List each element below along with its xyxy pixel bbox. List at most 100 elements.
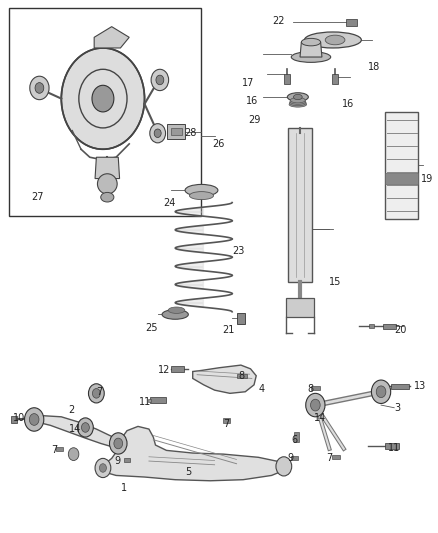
Ellipse shape: [290, 100, 306, 106]
Text: 9: 9: [287, 454, 293, 463]
FancyBboxPatch shape: [167, 124, 185, 139]
Text: 23: 23: [232, 246, 244, 255]
Ellipse shape: [289, 102, 307, 107]
Bar: [311, 386, 320, 390]
Text: 18: 18: [368, 62, 380, 71]
Bar: [286, 298, 314, 317]
Text: 11: 11: [388, 443, 400, 453]
Bar: [385, 173, 418, 184]
Text: 16: 16: [342, 99, 354, 109]
Bar: [171, 366, 184, 372]
Text: 22: 22: [272, 17, 285, 26]
Text: 13: 13: [414, 382, 426, 391]
Circle shape: [68, 448, 79, 461]
Text: 7: 7: [223, 419, 230, 429]
Text: 5: 5: [185, 467, 191, 477]
Polygon shape: [193, 365, 256, 393]
Bar: [237, 374, 247, 378]
Bar: [56, 447, 63, 451]
Circle shape: [92, 85, 114, 112]
Text: 11: 11: [139, 398, 151, 407]
Bar: [332, 74, 338, 84]
Text: 7: 7: [327, 454, 333, 463]
Text: 8: 8: [307, 384, 313, 394]
Polygon shape: [103, 426, 285, 481]
Ellipse shape: [101, 192, 114, 202]
Circle shape: [150, 124, 166, 143]
Bar: [223, 418, 230, 423]
Bar: [385, 112, 418, 219]
Text: 27: 27: [31, 192, 44, 202]
Ellipse shape: [301, 38, 321, 46]
Circle shape: [114, 438, 123, 449]
Polygon shape: [300, 42, 322, 57]
Text: 1: 1: [121, 483, 127, 492]
Polygon shape: [35, 416, 119, 447]
Ellipse shape: [304, 32, 361, 48]
Circle shape: [99, 464, 106, 472]
Text: 20: 20: [394, 326, 406, 335]
Bar: [383, 324, 396, 329]
Bar: [369, 324, 374, 328]
Text: 10: 10: [13, 414, 25, 423]
Circle shape: [95, 458, 111, 478]
Bar: [291, 456, 298, 460]
Text: 8: 8: [239, 371, 245, 381]
Text: 28: 28: [184, 128, 196, 138]
Text: 19: 19: [420, 174, 433, 183]
Circle shape: [78, 418, 93, 437]
Bar: [288, 128, 312, 282]
Bar: [346, 19, 357, 26]
Circle shape: [306, 393, 325, 417]
Circle shape: [276, 457, 292, 476]
Circle shape: [81, 423, 89, 432]
Text: 3: 3: [394, 403, 400, 413]
Ellipse shape: [168, 307, 185, 313]
Bar: [9, 8, 201, 216]
Text: 7: 7: [96, 387, 102, 397]
Circle shape: [156, 75, 164, 85]
Ellipse shape: [290, 98, 305, 103]
FancyBboxPatch shape: [171, 128, 182, 135]
Bar: [148, 399, 151, 402]
Text: 12: 12: [159, 366, 171, 375]
Circle shape: [154, 129, 161, 138]
Circle shape: [30, 76, 49, 100]
Bar: [237, 313, 245, 324]
Circle shape: [311, 399, 320, 411]
Polygon shape: [95, 157, 120, 179]
Text: 29: 29: [248, 115, 261, 125]
Ellipse shape: [290, 99, 306, 104]
Text: 4: 4: [258, 384, 265, 394]
Text: 7: 7: [51, 446, 57, 455]
Circle shape: [92, 389, 100, 398]
Circle shape: [35, 83, 44, 93]
Circle shape: [371, 380, 391, 403]
Ellipse shape: [287, 93, 308, 101]
Text: 9: 9: [114, 456, 120, 466]
Bar: [150, 397, 166, 403]
Polygon shape: [94, 27, 129, 48]
Bar: [124, 458, 130, 462]
Bar: [11, 416, 17, 423]
Bar: [332, 455, 340, 459]
Text: 15: 15: [328, 278, 341, 287]
Ellipse shape: [185, 184, 218, 196]
Text: 14: 14: [314, 414, 326, 423]
Text: 2: 2: [68, 406, 74, 415]
Circle shape: [151, 69, 169, 91]
Circle shape: [29, 414, 39, 425]
Ellipse shape: [291, 52, 331, 62]
Ellipse shape: [162, 310, 188, 319]
Text: 6: 6: [292, 435, 298, 445]
Bar: [294, 432, 299, 442]
Bar: [284, 74, 290, 84]
Circle shape: [376, 386, 386, 398]
Text: 24: 24: [163, 198, 175, 207]
Bar: [391, 384, 409, 389]
Bar: [385, 443, 399, 449]
Text: 17: 17: [242, 78, 254, 87]
Text: 16: 16: [246, 96, 258, 106]
Ellipse shape: [325, 35, 345, 45]
Ellipse shape: [190, 191, 214, 200]
